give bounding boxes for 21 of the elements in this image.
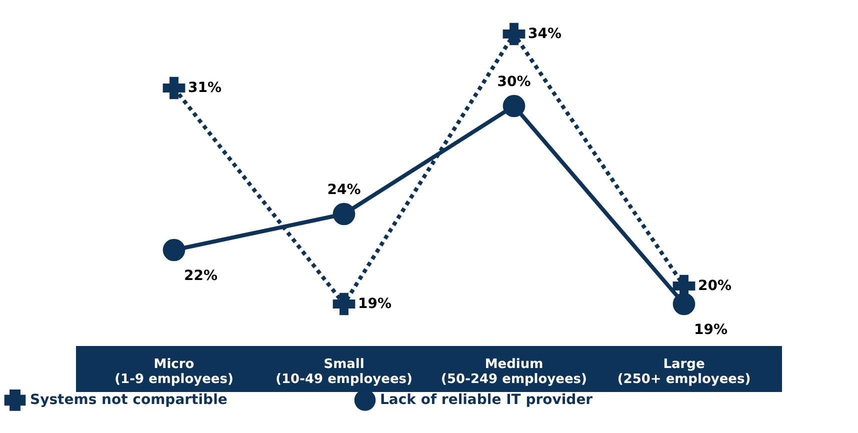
data-label: 31% <box>188 80 222 96</box>
data-label: 19% <box>694 322 728 338</box>
point <box>162 238 186 262</box>
data-label: 24% <box>327 182 361 198</box>
point <box>332 292 356 316</box>
legend-label: Systems not compartible <box>30 392 228 408</box>
data-label: 30% <box>497 74 531 90</box>
point <box>502 22 526 46</box>
data-label: 20% <box>698 278 732 294</box>
point <box>162 76 186 100</box>
data-label: 22% <box>184 268 218 284</box>
legend-label: Lack of reliable IT provider <box>380 392 593 408</box>
x-tick-label: Small (10-49 employees) <box>276 357 412 387</box>
x-tick-label: Micro (1-9 employees) <box>114 357 234 387</box>
point <box>672 292 696 316</box>
data-label: 34% <box>528 26 562 42</box>
data-label: 19% <box>358 296 392 312</box>
x-tick-label: Large (250+ employees) <box>617 357 751 387</box>
point <box>502 94 526 118</box>
point <box>332 202 356 226</box>
x-tick-label: Medium (50-249 employees) <box>441 357 587 387</box>
